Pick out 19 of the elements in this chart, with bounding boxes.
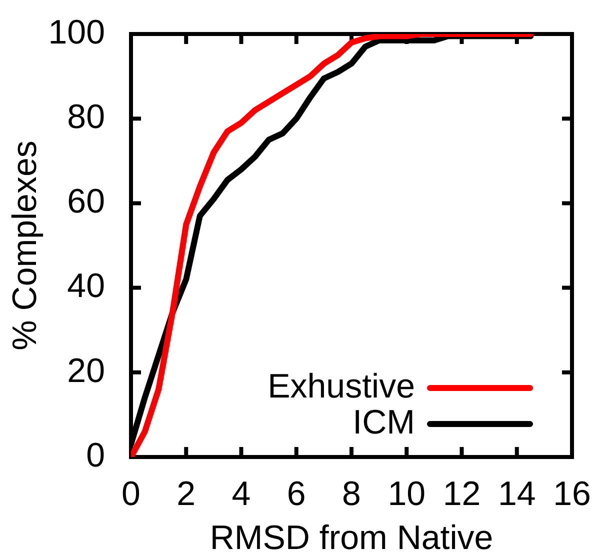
y-tick-label: 40 [67,267,105,306]
x-tick-label: 2 [176,474,196,513]
y-tick-label: 0 [86,436,105,474]
y-tick-label: 60 [67,182,105,221]
x-tick-label: 0 [122,474,140,513]
y-tick-label: 80 [67,98,105,136]
y-tick-label: 20 [67,352,105,390]
x-tick-label: 4 [232,474,251,513]
x-axis-title: RMSD from Native [210,518,494,557]
legend-label: ICM [352,403,415,442]
y-tick-label: 100 [48,13,105,52]
y-axis-title: % Complexes [6,140,44,350]
x-tick-label: 12 [442,474,481,513]
x-tick-label: 10 [388,474,426,513]
x-tick-label: 6 [286,474,306,513]
x-tick-label: 14 [498,474,536,513]
legend-label: Exhustive [268,367,415,406]
x-tick-label: 16 [553,474,591,513]
x-tick-label: 8 [342,474,361,513]
